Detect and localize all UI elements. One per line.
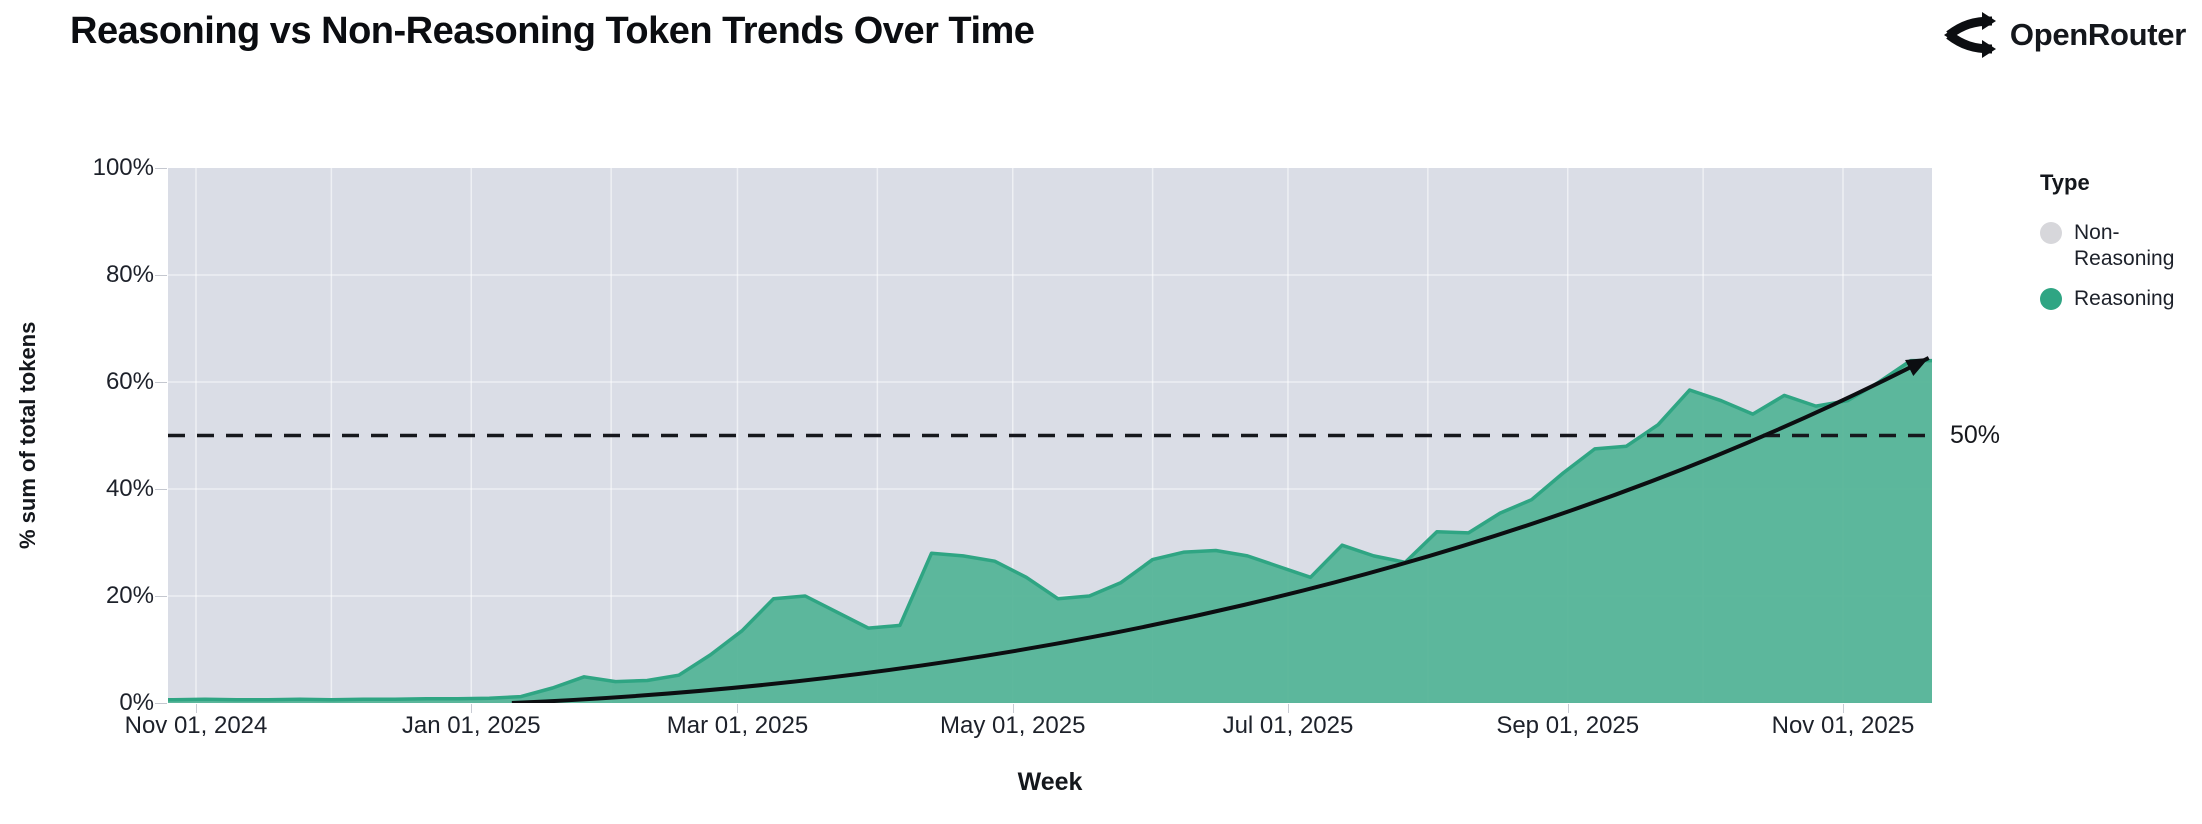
legend-item-non-reasoning[interactable]: Non-Reasoning	[2040, 220, 2200, 272]
x-tick-mark	[1843, 704, 1844, 713]
x-axis-title: Week	[1017, 768, 1083, 796]
non-reasoning-swatch-icon	[2040, 222, 2062, 244]
x-tick-label: Jul 01, 2025	[1222, 712, 1354, 739]
y-tick-label-40pct: 40%	[105, 475, 154, 502]
plot-area	[168, 168, 1932, 703]
y-axis-title: % sum of total tokens	[15, 321, 40, 550]
y-tick-mark	[155, 275, 167, 276]
x-tick-label: Nov 01, 2025	[1771, 712, 1915, 739]
legend-title: Type	[2040, 170, 2090, 195]
legend-label-reasoning: Reasoning	[2074, 287, 2175, 310]
openrouter-logo[interactable]: OpenRouter	[1942, 10, 2186, 60]
x-tick-label: May 01, 2025	[940, 712, 1086, 739]
x-tick-label: Nov 01, 2024	[124, 712, 268, 739]
x-tick-mark	[1567, 704, 1569, 713]
x-tick-mark	[471, 704, 473, 713]
y-tick-label-0pct: 0%	[119, 689, 154, 716]
x-tick-label: Sep 01, 2025	[1496, 712, 1640, 739]
y-tick-mark	[155, 489, 167, 490]
y-tick-mark	[155, 382, 167, 383]
x-tick-label: Mar 01, 2025	[666, 712, 809, 739]
openrouter-logo-icon	[1942, 10, 1996, 60]
y-tick-mark	[155, 596, 167, 597]
x-tick-mark	[1287, 704, 1289, 713]
openrouter-logo-text: OpenRouter	[2009, 17, 2186, 52]
x-tick-mark	[737, 704, 739, 713]
x-tick-mark	[1012, 704, 1014, 713]
y-tick-label-60pct: 60%	[105, 368, 154, 395]
area-chart-svg	[168, 168, 1932, 703]
legend: Type Non-Reasoning Reasoning	[2040, 170, 2200, 326]
reasoning-swatch-icon	[2040, 288, 2062, 310]
page-title: Reasoning vs Non-Reasoning Token Trends …	[70, 10, 1035, 52]
y-tick-label-80pct: 80%	[105, 261, 154, 288]
y-tick-label-100pct: 100%	[92, 154, 154, 181]
x-tick-label: Jan 01, 2025	[401, 712, 541, 739]
y-tick-mark	[155, 703, 167, 704]
fifty-percent-reference-label: 50%	[1950, 420, 2001, 449]
legend-item-reasoning[interactable]: Reasoning	[2040, 286, 2200, 312]
y-tick-label-20pct: 20%	[105, 582, 154, 609]
y-tick-mark	[155, 168, 167, 169]
legend-label-non-reasoning: Non-Reasoning	[2074, 221, 2175, 270]
x-tick-mark	[196, 704, 197, 713]
